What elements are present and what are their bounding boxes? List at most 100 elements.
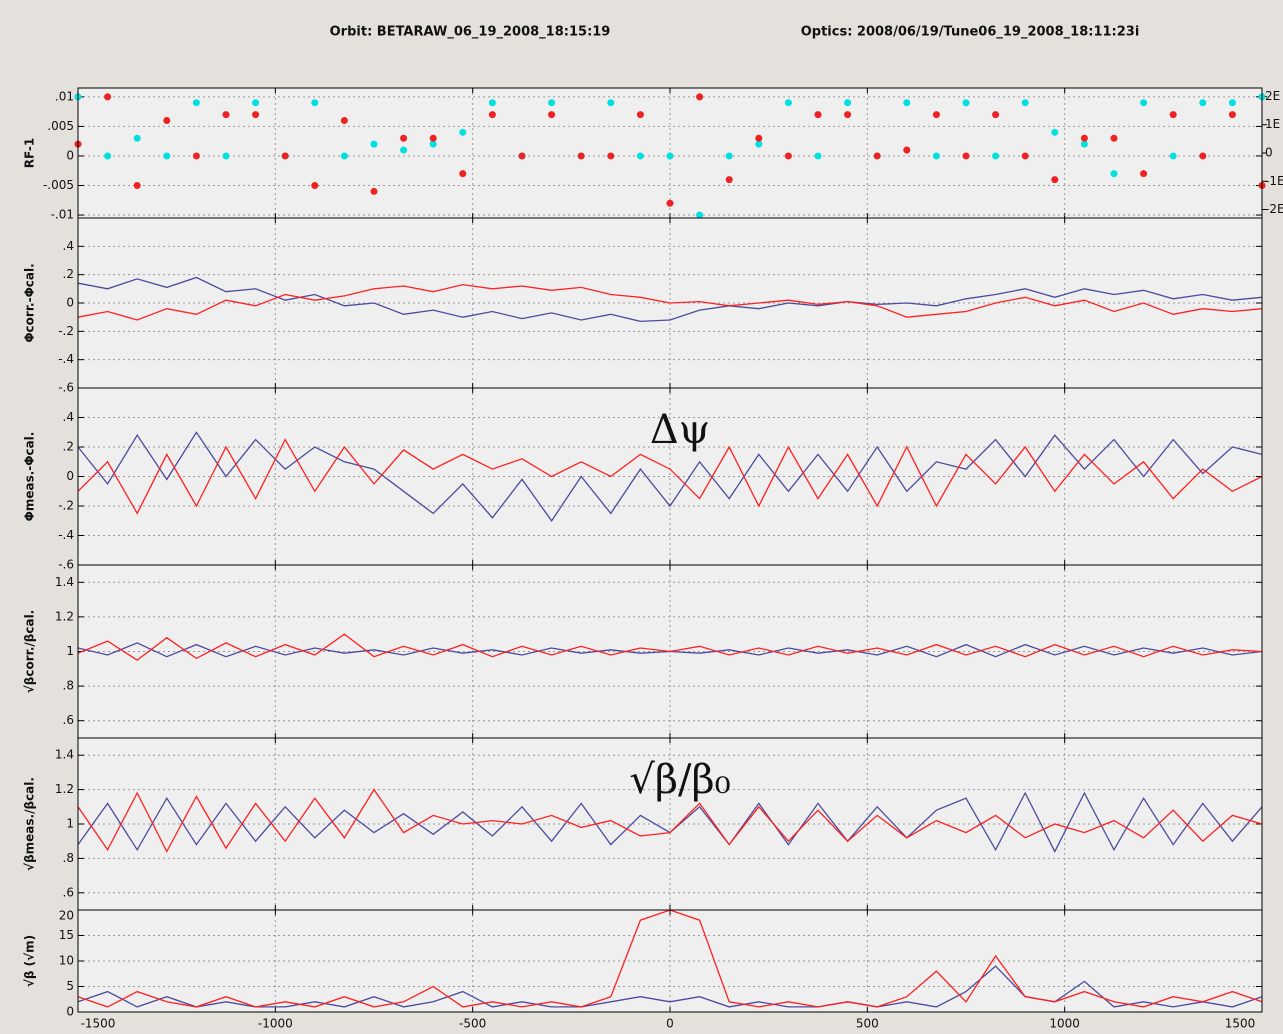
y-tick-label: .6 [63,713,74,727]
data-point [725,152,733,160]
data-point [370,187,378,195]
data-point [488,99,496,107]
data-point [340,152,348,160]
y-tick-label: -.6 [58,558,74,572]
y-tick-label: 1 [66,817,74,831]
y-tick-label: -.01 [51,208,74,222]
data-point [903,99,911,107]
x-tick-label: -500 [459,1017,486,1031]
data-point [548,99,556,107]
y-tick-label: 10 [59,954,74,968]
data-line [77,633,1263,661]
data-point [607,152,615,160]
y-tick-label: 0 [66,296,74,310]
x-tick-label: -1500 [81,1017,116,1031]
y-tick-label: .2 [63,267,74,281]
y2-tick-label: 0 [1265,146,1273,160]
data-point [252,111,260,119]
data-line [77,965,1263,1008]
data-point [577,152,585,160]
y-tick-label: 1.2 [55,609,74,623]
data-point [488,111,496,119]
data-point [814,111,822,119]
data-point [1228,111,1236,119]
data-point [1110,134,1118,142]
y-tick-label: 0 [66,1005,74,1019]
y-tick-label: 1.4 [55,748,74,762]
data-point [696,93,704,101]
data-point [192,152,200,160]
data-point [104,152,112,160]
data-point [636,152,644,160]
data-point [873,152,881,160]
data-point [1021,99,1029,107]
data-point [1080,140,1088,148]
data-point [1169,111,1177,119]
data-point [666,199,674,207]
y-tick-label: -.005 [43,178,74,192]
data-point [222,152,230,160]
data-point [1051,176,1059,184]
y-tick-label: 20 [59,909,74,923]
data-line [77,283,1263,321]
y-tick-label: .6 [63,885,74,899]
data-point [1140,99,1148,107]
y-tick-label: 1.4 [55,575,74,589]
annotation: √β/β₀ [629,757,730,803]
data-point [548,111,556,119]
data-point [1169,152,1177,160]
data-point [1199,99,1207,107]
data-point [400,134,408,142]
data-point [962,99,970,107]
data-point [636,111,644,119]
y-tick-label: .2 [63,440,74,454]
y-tick-label: .4 [63,410,74,424]
x-tick-label: 1000 [1049,1017,1080,1031]
data-point [1140,170,1148,178]
data-point [370,140,378,148]
data-point [932,111,940,119]
data-point [814,152,822,160]
y-tick-label: -.6 [58,381,74,395]
y2-tick-label: 1E [1265,117,1280,131]
data-line [77,276,1263,323]
data-point [222,111,230,119]
data-point [518,152,526,160]
data-point [666,152,674,160]
data-point [400,146,408,154]
data-point [903,146,911,154]
data-point [311,182,319,189]
data-point [844,99,852,107]
data-point [725,176,733,184]
annotation: Δψ [650,407,710,453]
data-point [1199,152,1207,160]
y-tick-label: .4 [63,239,74,253]
data-line [77,788,1263,853]
data-point [1021,152,1029,160]
data-point [1080,134,1088,142]
y2-tick-label: 2E [1265,89,1280,103]
data-point [133,134,141,142]
plot-border [77,909,1263,1013]
data-point [429,134,437,142]
x-tick-label: -1000 [258,1017,293,1031]
y-axis-label: √βmeas./βcal. [23,777,37,871]
data-point [192,99,200,107]
data-point [252,99,260,107]
x-tick-label: 500 [856,1017,879,1031]
data-point [459,170,467,178]
y-tick-label: 5 [66,979,74,993]
y-tick-label: -.2 [58,499,74,513]
y-tick-label: .8 [63,679,74,693]
y-axis-label: RF-1 [23,138,37,168]
y-axis-label: √βcorr./βcal. [23,610,37,694]
x-tick-label: 0 [666,1017,674,1031]
data-point [1051,128,1059,136]
y-tick-label: 15 [59,928,74,942]
y-axis-label: Φcorr.-Φcal. [23,263,37,342]
y-tick-label: 0 [66,148,74,162]
y-tick-label: .01 [55,89,74,103]
x-tick-label: 1500 [1225,1017,1256,1031]
data-line [77,438,1263,515]
